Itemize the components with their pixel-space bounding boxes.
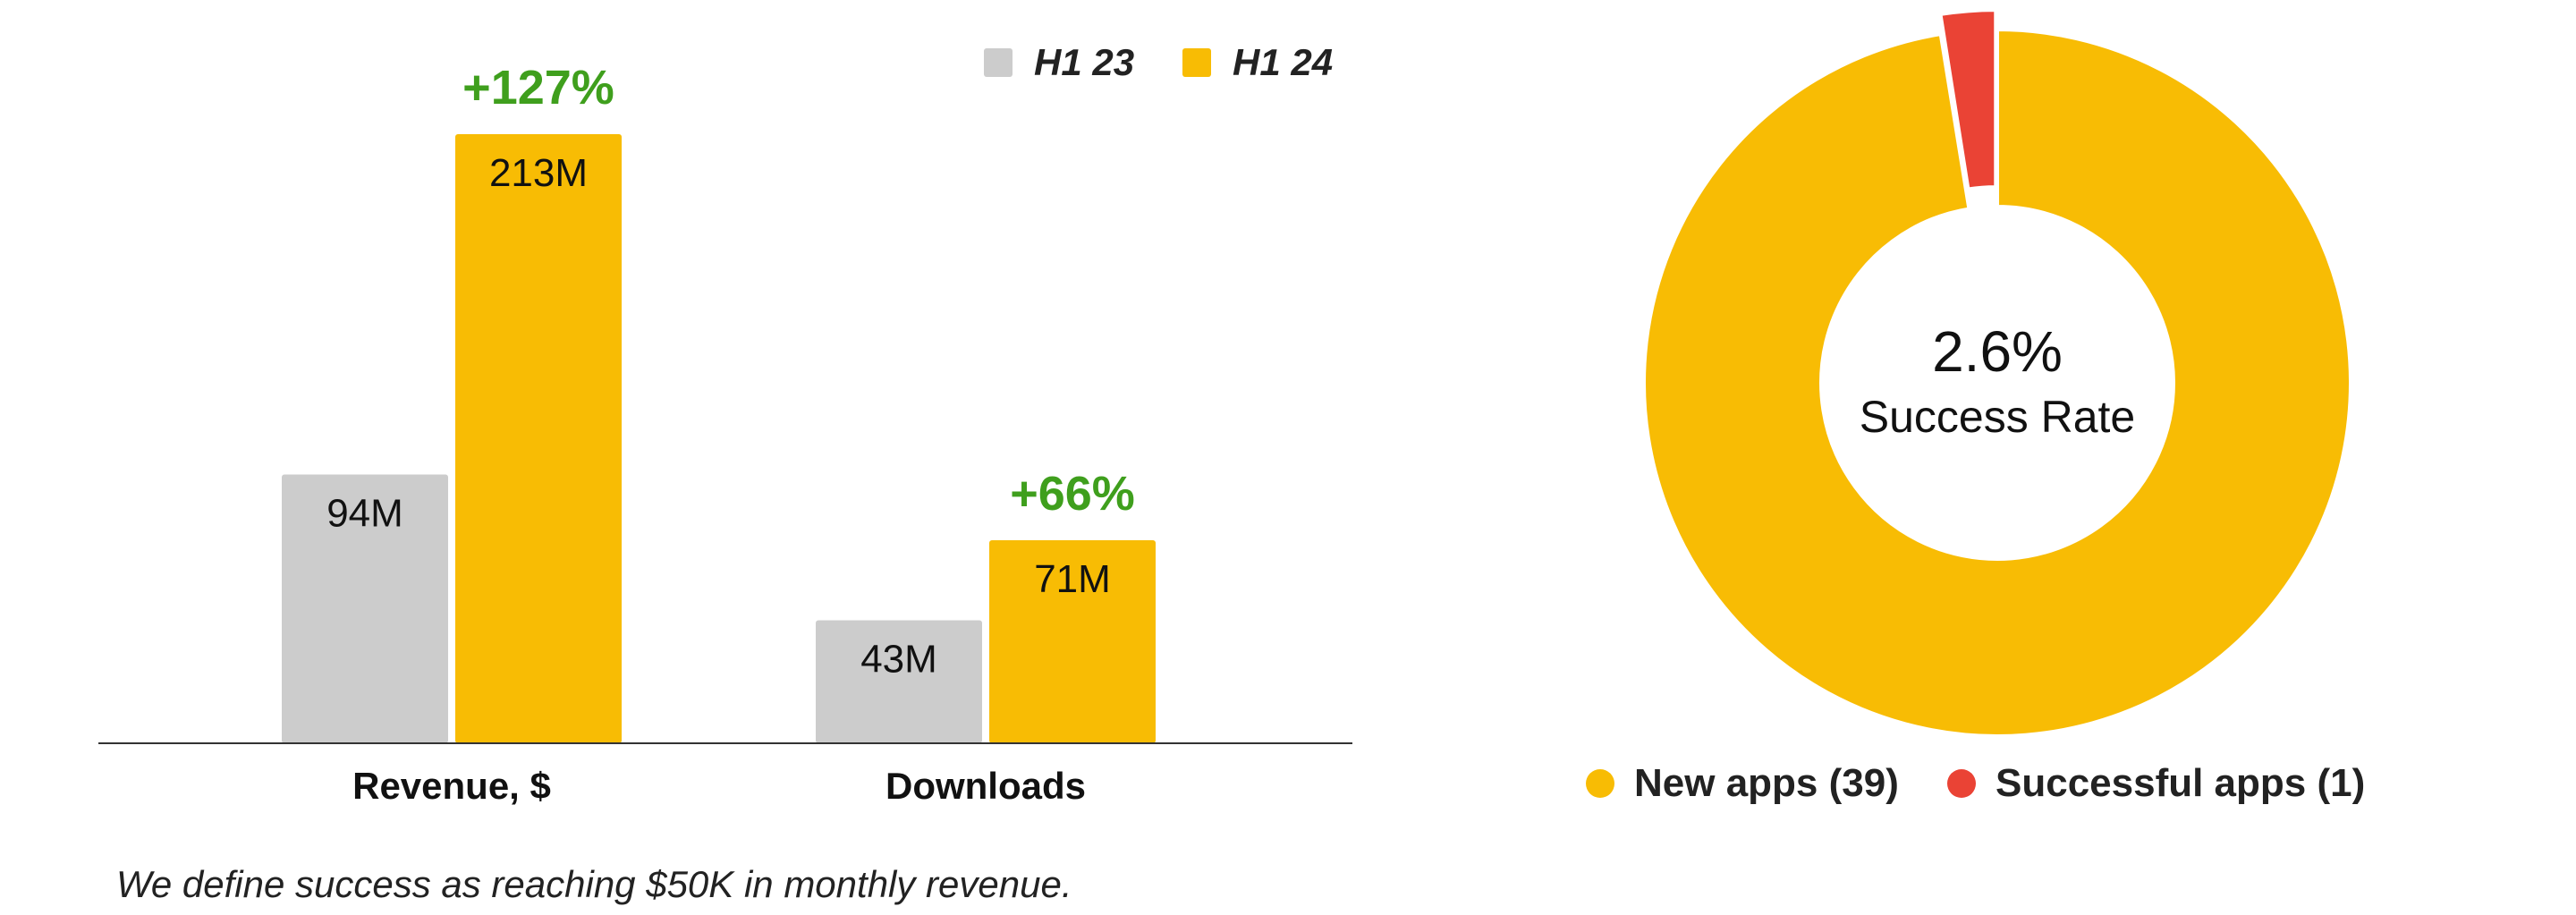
bar-h1-23-0 [282,474,448,743]
growth-label: +127% [462,61,614,114]
growth-label: +66% [1010,467,1135,521]
bar-h1-24-1 [989,540,1156,743]
bar-chart-legend: H1 23 H1 24 [984,41,1333,83]
bar-value-label: 94M [326,491,403,535]
bar-h1-23-1 [816,620,982,743]
donut-center-label: Success Rate [1860,392,2135,442]
legend-label: H1 23 [1034,41,1134,83]
bar-value-label: 43M [860,638,937,682]
legend-label: H1 24 [1233,41,1333,83]
donut-slice-new-apps [1642,27,2352,738]
legend-label: New apps (39) [1634,761,1899,805]
donut-chart-legend: New apps (39) Successful apps (1) [1586,761,2365,805]
donut-center-value: 2.6% [1932,319,2063,384]
donut-slice-group [1938,8,1998,191]
bar-chart-category-labels: Revenue, $ Downloads [352,765,1086,807]
bar-value-label: 71M [1034,557,1111,601]
bar-chart: H1 23 H1 24 94M 213M +127% 43M 71M +66% Revenu… [98,41,1352,807]
bar-h1-24-0 [455,134,622,743]
category-label: Revenue, $ [352,765,551,807]
donut-chart: 2.6% Success Rate New apps (39) Successfu… [1586,8,2365,805]
category-label: Downloads [886,765,1086,807]
legend-dot [1586,769,1614,798]
legend-swatch [1182,48,1211,77]
bar-chart-bars: 94M 213M +127% 43M 71M +66% [282,61,1156,743]
legend-dot [1947,769,1976,798]
legend-swatch [984,48,1013,77]
bar-value-label: 213M [489,151,588,195]
legend-label: Successful apps (1) [1996,761,2365,805]
donut-slices [1642,8,2352,738]
donut-slice-successful-apps [1938,8,1998,191]
footnote: We define success as reaching $50K in mo… [116,863,1072,905]
